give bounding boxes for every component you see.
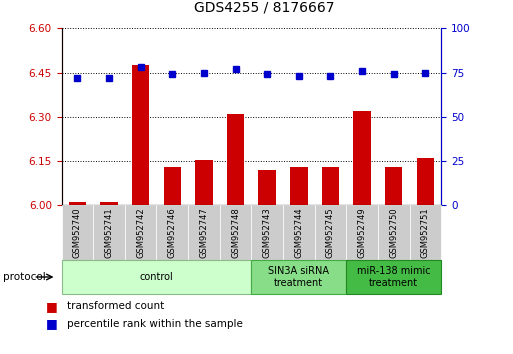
Bar xyxy=(385,167,402,205)
Text: SIN3A siRNA
treatment: SIN3A siRNA treatment xyxy=(268,266,329,288)
Text: GSM952742: GSM952742 xyxy=(136,207,145,258)
Text: GSM952749: GSM952749 xyxy=(358,207,367,258)
Text: GSM952740: GSM952740 xyxy=(73,207,82,258)
Bar xyxy=(353,111,371,205)
Text: protocol: protocol xyxy=(3,272,45,282)
Text: GSM952743: GSM952743 xyxy=(263,207,272,258)
Bar xyxy=(259,170,276,205)
Text: GSM952746: GSM952746 xyxy=(168,207,177,258)
Bar xyxy=(322,167,339,205)
Text: GSM952748: GSM952748 xyxy=(231,207,240,258)
Text: GSM952751: GSM952751 xyxy=(421,207,430,258)
Text: control: control xyxy=(140,272,173,282)
Text: GSM952741: GSM952741 xyxy=(105,207,113,258)
Text: ■: ■ xyxy=(46,318,58,330)
Text: GSM952745: GSM952745 xyxy=(326,207,335,258)
Bar xyxy=(195,160,212,205)
Bar xyxy=(101,202,117,205)
Bar xyxy=(417,158,434,205)
Text: percentile rank within the sample: percentile rank within the sample xyxy=(67,319,243,329)
Bar xyxy=(132,65,149,205)
Text: GSM952750: GSM952750 xyxy=(389,207,398,258)
Text: GSM952744: GSM952744 xyxy=(294,207,303,258)
Text: transformed count: transformed count xyxy=(67,301,164,311)
Bar xyxy=(69,202,86,205)
Bar xyxy=(164,167,181,205)
Bar xyxy=(227,114,244,205)
Text: GDS4255 / 8176667: GDS4255 / 8176667 xyxy=(194,0,335,14)
Text: ■: ■ xyxy=(46,300,58,313)
Text: miR-138 mimic
treatment: miR-138 mimic treatment xyxy=(357,266,430,288)
Text: GSM952747: GSM952747 xyxy=(200,207,208,258)
Bar xyxy=(290,167,307,205)
